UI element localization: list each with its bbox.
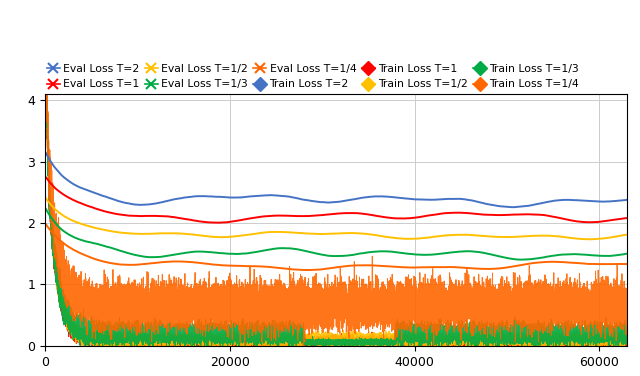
Legend: Eval Loss T=2, Eval Loss T=1, Eval Loss T=1/2, Eval Loss T=1/3, Eval Loss T=1/4,: Eval Loss T=2, Eval Loss T=1, Eval Loss … <box>45 62 581 91</box>
